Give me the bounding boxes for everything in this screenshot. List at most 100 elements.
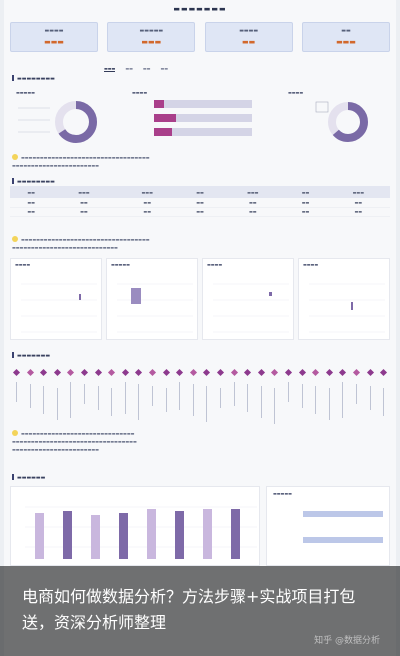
table-row[interactable]: ▬▬ ▬▬ ▬▬ ▬▬ ▬▬ ▬▬ ▬▬ [10,207,390,217]
timeline-line [369,386,371,410]
chart-title: ▬▬▬▬ [288,90,303,95]
mini-chart [117,283,193,333]
tab-bar: ▬▬▬ ▬▬ ▬▬ ▬▬ [104,66,304,72]
timeline-line [111,388,113,416]
bar [231,509,240,559]
box-marker [315,101,329,113]
horizontal-bar-chart: ▬▬▬▬▬ [273,491,383,543]
timeline-marker [257,368,265,377]
bar-track [154,128,252,136]
timeline-line [220,388,221,408]
mini-chart-panel: ▬▬▬▬ [298,258,390,340]
donut-segment [55,101,97,143]
timeline-line [97,386,99,410]
timeline-marker [135,368,143,377]
timeline-line [247,384,249,412]
chart-title: ▬▬▬▬ [303,262,319,267]
timeline-line [315,386,317,414]
bar [131,288,141,304]
bar [175,511,184,559]
insight-note: ▬▬▬▬▬▬▬▬▬▬▬▬▬▬▬▬▬▬▬▬▬▬▬▬▬▬▬▬ [12,245,118,250]
timeline-marker [148,368,157,377]
mini-chart [213,283,289,333]
section-title: ▬▬▬▬▬▬ [12,474,45,481]
watermark: 知乎 @数据分析 [314,636,380,646]
column-header: ▬▬▬ [326,186,390,198]
section-title: ▬▬▬▬▬▬▬▬ [12,75,55,82]
insight-note: ▬▬▬▬▬▬▬▬▬▬▬▬▬▬▬▬▬▬▬▬▬▬▬▬▬▬▬▬▬▬▬▬▬ [12,439,137,444]
vertical-bar-chart [25,506,257,559]
tab[interactable]: ▬▬▬ [104,66,116,72]
insight-note: ▬▬▬▬▬▬▬▬▬▬▬▬▬▬▬▬▬▬▬▬▬▬▬ [12,447,99,452]
kpi-card[interactable]: ▬▬ ▬▬▬ [301,22,390,52]
table-row[interactable]: ▬▬ ▬▬ ▬▬ ▬▬ ▬▬ ▬▬ ▬▬ [10,198,390,208]
timeline-line [328,388,330,420]
caption-text: 电商如何做数据分析？方法步骤+实战项目打包送，资深分析师整理 [22,587,356,632]
timeline-marker [40,368,48,377]
timeline-marker [176,368,184,377]
section-title: ▬▬▬▬▬▬▬▬ [12,178,55,185]
mini-chart [309,283,385,333]
bar [63,511,72,559]
bar [119,513,128,559]
timeline-line [16,382,17,402]
lightbulb-icon [12,430,18,436]
column-header: ▬▬ [284,186,327,198]
timeline-line [165,388,167,412]
bar-track [154,114,252,122]
timeline-line [179,382,181,410]
lightbulb-icon [12,236,18,242]
donut-segment [328,102,368,142]
insight-note: ▬▬▬▬▬▬▬▬▬▬▬▬▬▬▬▬▬▬▬▬▬▬▬ [12,163,99,168]
data-table: ▬▬ ▬▬▬ ▬▬▬ ▬▬ ▬▬▬ ▬▬ ▬▬▬ ▬▬ ▬▬ ▬▬ ▬▬ ▬▬ ▬▬ ▬▬ ▬▬ ▬▬ ▬▬… [10,186,390,217]
bar [35,513,44,559]
timeline-marker [108,368,116,377]
timeline-marker [298,368,306,377]
column-header: ▬▬ [10,186,53,198]
section-title: ▬▬▬▬▬▬▬ [12,352,50,359]
mini-chart [21,283,97,333]
timeline-line [138,384,140,420]
bar [303,511,383,517]
timeline-marker [230,368,238,377]
insight-note: ▬▬▬▬▬▬▬▬▬▬▬▬▬▬▬▬▬▬▬▬▬▬▬▬▬▬▬▬▬▬ [12,430,387,437]
column-header: ▬▬▬ [221,186,285,198]
kpi-card[interactable]: ▬▬▬▬ ▬▬▬ [10,22,98,52]
chart-title: ▬▬▬▬ [132,90,147,95]
kpi-card[interactable]: ▬▬▬▬▬ ▬▬▬ [107,22,196,52]
tab[interactable]: ▬▬ [125,66,133,71]
chart-title: ▬▬▬▬ [207,262,223,267]
horizontal-bar-chart: ▬▬▬▬ [132,90,252,136]
timeline-marker [352,368,361,377]
data-marker [79,294,81,300]
timeline-line [43,386,45,414]
timeline-marker [339,368,347,377]
timeline-line [260,386,262,418]
timeline-line [356,384,357,404]
timeline-marker [284,368,293,377]
timeline-marker [26,368,34,377]
lightbulb-icon [12,154,18,160]
table-header-row: ▬▬ ▬▬▬ ▬▬▬ ▬▬ ▬▬▬ ▬▬ ▬▬▬ [10,186,390,198]
timeline-marker [53,368,61,377]
column-header: ▬▬▬ [115,186,179,198]
bar [154,100,164,108]
tab[interactable]: ▬▬ [160,66,169,71]
timeline-marker [325,368,333,377]
bar [147,509,156,559]
timeline-line [192,384,194,416]
timeline-marker [380,368,388,377]
column-header: ▬▬ [178,186,222,198]
timeline-marker [80,368,89,377]
horizontal-bar-panel: ▬▬▬▬▬ [266,486,390,566]
timeline-line [152,386,153,406]
kpi-card[interactable]: ▬▬▬▬ ▬▬ [204,22,293,52]
mini-chart-panel: ▬▬▬▬▬ [106,258,198,340]
timeline-marker [12,368,21,377]
column-header: ▬▬▬ [52,186,116,198]
insight-note: ▬▬▬▬▬▬▬▬▬▬▬▬▬▬▬▬▬▬▬▬▬▬▬▬▬▬▬▬▬▬▬▬▬▬ [12,154,387,161]
timeline-marker [312,368,320,377]
tab[interactable]: ▬▬ [142,66,151,71]
donut-chart-left: ▬▬▬▬▬ [16,90,97,143]
timeline-marker [366,368,374,377]
